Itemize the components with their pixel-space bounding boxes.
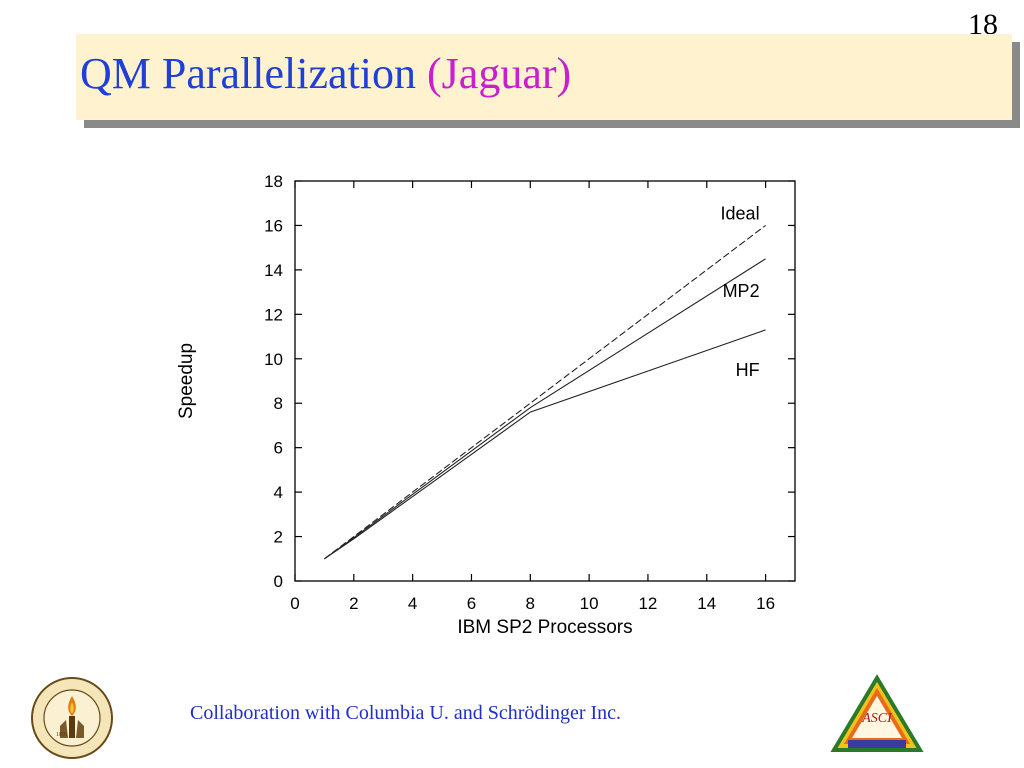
x-tick-label: 12: [638, 594, 657, 613]
slide-title-accent: (Jaguar): [427, 49, 572, 98]
y-tick-label: 18: [264, 172, 283, 191]
speedup-chart: 0 2 4 6 8 10 12 14 16 18 0 2 4 6 8 10 12 14 16 Ideal MP2 HF…: [176, 172, 796, 638]
x-ticks: 0 2 4 6 8 10 12 14 16: [290, 181, 775, 613]
x-tick-label: 2: [349, 594, 358, 613]
slide-title: QM Parallelization (Jaguar): [80, 48, 571, 99]
series-label-mp2: MP2: [723, 281, 760, 301]
slide-title-main: QM Parallelization: [80, 49, 417, 98]
y-tick-label: 8: [274, 394, 283, 413]
y-tick-label: 10: [264, 350, 283, 369]
plot-frame: [294, 180, 796, 582]
caltech-year: 1891: [56, 732, 68, 738]
series-line-hf: [324, 329, 766, 560]
y-tick-label: 12: [264, 305, 283, 324]
y-ticks: 0 2 4 6 8 10 12 14 16 18: [264, 172, 795, 591]
series-line-ideal: [324, 225, 766, 560]
series-lines: [324, 225, 766, 560]
asci-logo-text: ASCI: [861, 711, 893, 726]
series-labels: Ideal MP2 HF: [721, 203, 760, 379]
y-tick-label: 2: [274, 528, 283, 547]
x-tick-label: 6: [467, 594, 476, 613]
series-label-hf: HF: [736, 360, 760, 380]
x-tick-label: 0: [290, 594, 299, 613]
series-line-mp2: [324, 258, 766, 560]
x-tick-label: 14: [697, 594, 716, 613]
footer-collaboration: Collaboration with Columbia U. and Schrö…: [190, 702, 622, 724]
asci-logo: ASCI: [830, 674, 924, 752]
y-tick-label: 4: [274, 483, 283, 502]
y-tick-label: 16: [264, 216, 283, 235]
y-tick-label: 14: [264, 261, 283, 280]
x-tick-label: 10: [580, 594, 599, 613]
x-axis-label: IBM SP2 Processors: [457, 617, 632, 638]
y-tick-label: 6: [274, 439, 283, 458]
series-label-ideal: Ideal: [721, 203, 760, 223]
x-tick-label: 8: [526, 594, 535, 613]
title-banner: QM Parallelization (Jaguar): [76, 34, 1012, 120]
x-tick-label: 4: [408, 594, 417, 613]
y-tick-label: 0: [274, 572, 283, 591]
caltech-seal-logo: 1891: [31, 677, 113, 759]
y-axis-label: Speedup: [176, 343, 197, 419]
x-tick-label: 16: [756, 594, 775, 613]
